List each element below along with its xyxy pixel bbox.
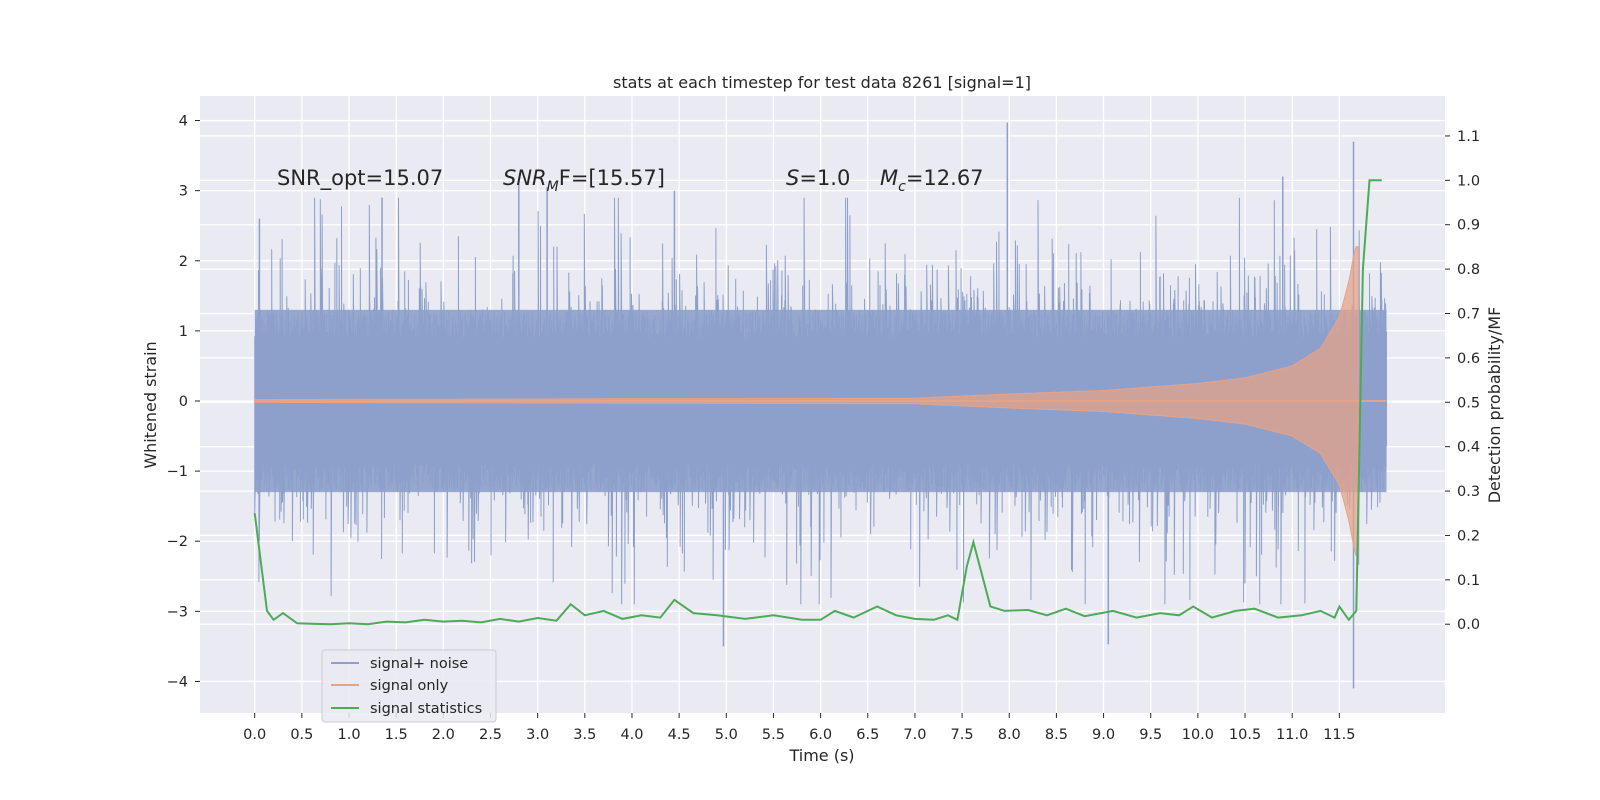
y-right-tick-label: 0.0 bbox=[1457, 617, 1480, 633]
legend: signal+ noise signal only signal statist… bbox=[321, 649, 497, 723]
snr-mf-main: SNR bbox=[503, 166, 547, 190]
x-tick-label: 8.5 bbox=[1045, 727, 1068, 743]
x-tick-label: 6.5 bbox=[856, 727, 879, 743]
s-value: =1.0 bbox=[799, 166, 850, 190]
y-right-tick-label: 0.9 bbox=[1457, 218, 1480, 234]
y-axis-right-label: Detection probability/MF bbox=[1485, 307, 1504, 504]
y-right-tick-label: 0.3 bbox=[1457, 484, 1480, 500]
x-tick-label: 11.5 bbox=[1323, 727, 1355, 743]
y-axis-left-label: Whitened strain bbox=[141, 341, 160, 468]
x-tick-label: 10.5 bbox=[1229, 727, 1261, 743]
legend-box bbox=[321, 649, 497, 723]
x-tick-label: 8.0 bbox=[998, 727, 1021, 743]
noise-trace bbox=[254, 197, 1387, 605]
legend-label-signal-noise: signal+ noise bbox=[370, 656, 468, 672]
mc-subscript: c bbox=[898, 179, 906, 195]
x-tick-label: 7.0 bbox=[903, 727, 926, 743]
chart-title: stats at each timestep for test data 826… bbox=[613, 73, 1031, 92]
snr-mf-subscript: M bbox=[547, 179, 559, 195]
y-right-tick-label: 1.0 bbox=[1457, 173, 1480, 189]
data-layer bbox=[253, 122, 1387, 689]
mc-label: M bbox=[880, 166, 898, 190]
y-right-tick-label: 0.1 bbox=[1457, 573, 1480, 589]
x-tick-label: 9.0 bbox=[1092, 727, 1115, 743]
y-left-tick-label: −1 bbox=[167, 464, 188, 480]
x-tick-label: 1.5 bbox=[385, 727, 408, 743]
x-tick-label: 6.0 bbox=[809, 727, 832, 743]
y-right-tick-label: 1.1 bbox=[1457, 129, 1480, 145]
y-left-tick-label: −3 bbox=[167, 604, 188, 620]
x-tick-label: 5.5 bbox=[762, 727, 785, 743]
y-right-tick-label: 0.4 bbox=[1457, 440, 1480, 456]
x-tick-label: 7.5 bbox=[951, 727, 974, 743]
x-tick-label: 10.0 bbox=[1182, 727, 1214, 743]
legend-label-signal-only: signal only bbox=[370, 678, 449, 694]
x-tick-label: 3.0 bbox=[526, 727, 549, 743]
y-left-tick-label: 3 bbox=[179, 184, 188, 200]
annotation-mc: Mc=12.67 bbox=[880, 166, 984, 195]
mc-value: =12.67 bbox=[906, 166, 984, 190]
s-label: S bbox=[786, 166, 799, 190]
x-tick-label: 2.0 bbox=[432, 727, 455, 743]
series-signal-statistics bbox=[253, 179, 1382, 626]
y-left-tick-label: 0 bbox=[179, 394, 188, 410]
y-right-tick-label: 0.6 bbox=[1457, 351, 1480, 367]
legend-label-signal-statistics: signal statistics bbox=[370, 701, 482, 717]
annotation-snr-opt: SNR_opt=15.07 bbox=[277, 166, 443, 191]
x-axis-label: Time (s) bbox=[788, 746, 854, 765]
x-tick-label: 11.0 bbox=[1276, 727, 1308, 743]
x-tick-label: 5.0 bbox=[715, 727, 738, 743]
x-tick-label: 0.0 bbox=[243, 727, 266, 743]
y-left-tick-label: 1 bbox=[179, 324, 188, 340]
axes: 0.0 0.5 1.0 1.5 2.0 2.5 3.0 3.5 4.0 4.5 5.0 5.5 6.0 6… bbox=[167, 114, 1480, 743]
y-right-tick-label: 0.2 bbox=[1457, 528, 1480, 544]
x-tick-label: 0.5 bbox=[290, 727, 313, 743]
annotation-snr-mf: SNRMF=[15.57] bbox=[503, 166, 665, 195]
x-tick-label: 4.0 bbox=[620, 727, 643, 743]
x-tick-label: 2.5 bbox=[479, 727, 502, 743]
y-left-tick-label: −2 bbox=[167, 534, 188, 550]
y-right-tick-label: 0.5 bbox=[1457, 395, 1480, 411]
y-left-tick-label: 4 bbox=[179, 114, 188, 130]
y-right-tick-label: 0.7 bbox=[1457, 307, 1480, 323]
x-tick-label: 9.5 bbox=[1139, 727, 1162, 743]
y-left-tick-label: 2 bbox=[179, 254, 188, 270]
y-left-tick-label: −4 bbox=[167, 674, 188, 690]
y-right-tick-label: 0.8 bbox=[1457, 262, 1480, 278]
x-tick-label: 1.0 bbox=[337, 727, 360, 743]
x-tick-label: 3.5 bbox=[573, 727, 596, 743]
snr-mf-rest: F=[15.57] bbox=[559, 166, 665, 190]
x-tick-label: 4.5 bbox=[668, 727, 691, 743]
annotation-s: S=1.0 bbox=[786, 166, 850, 190]
